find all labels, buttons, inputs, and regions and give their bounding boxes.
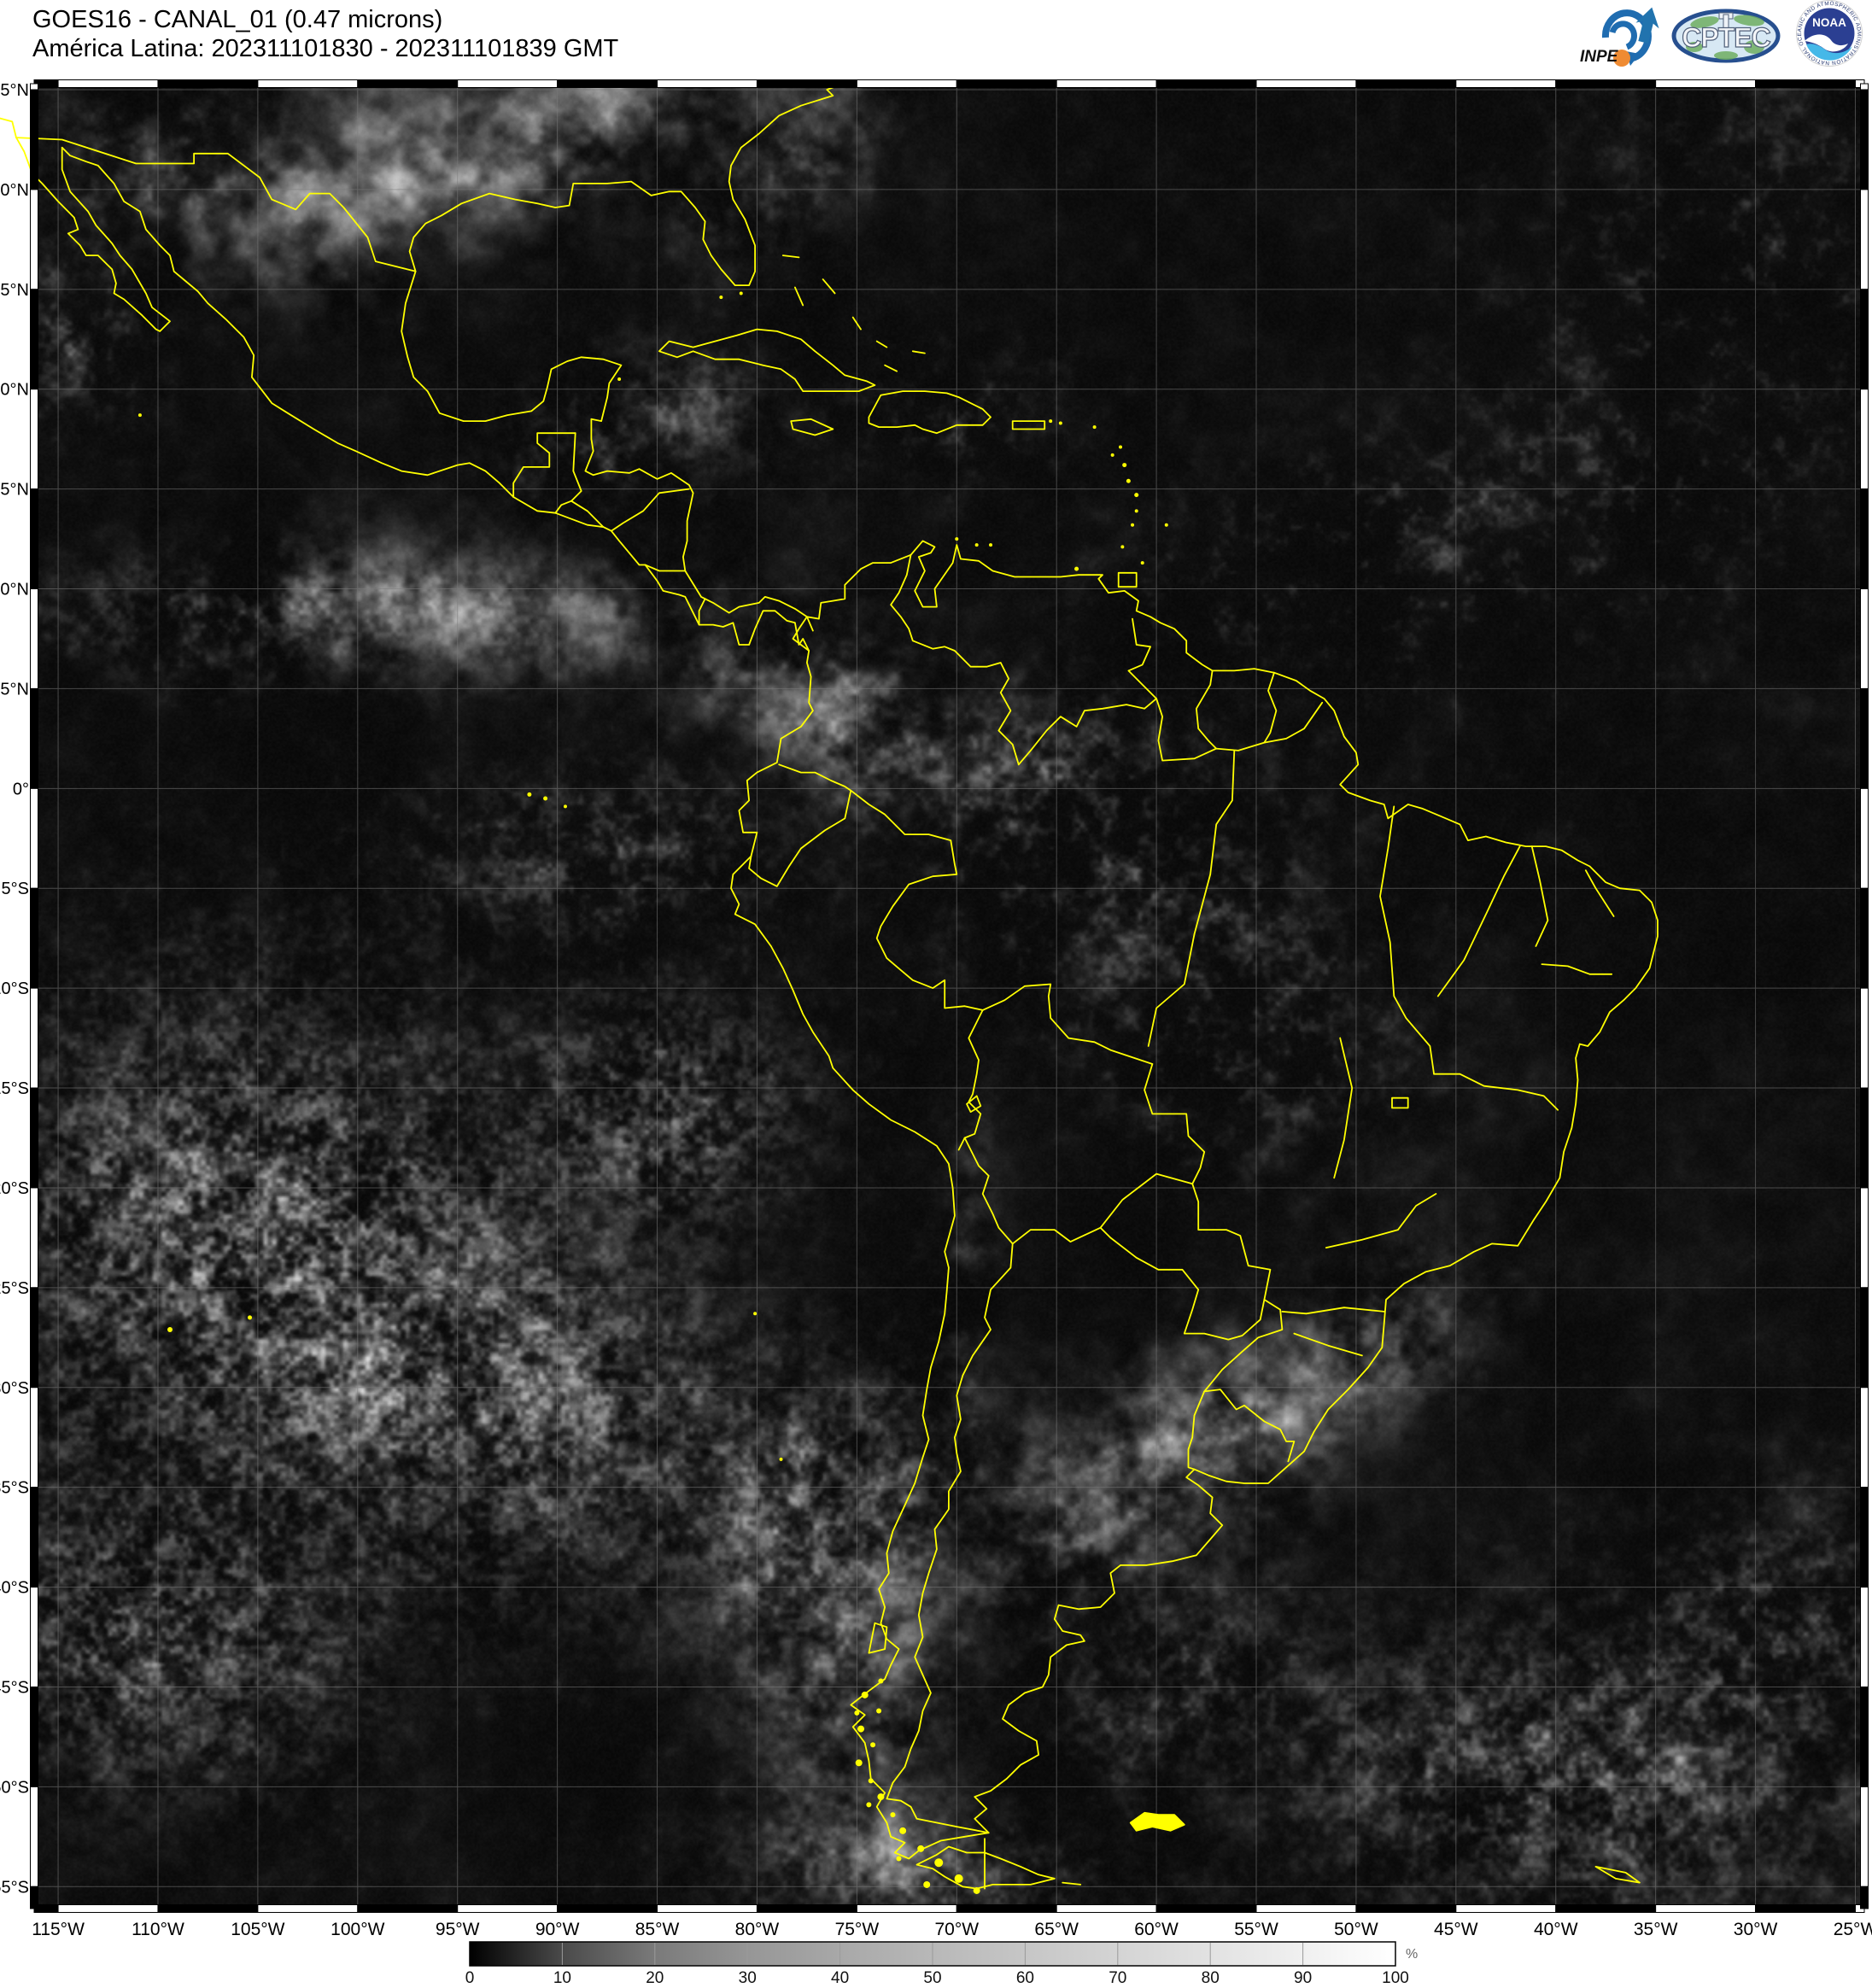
coastline-california-coast [0,117,17,138]
noaa-logo-label: NOAA [1812,16,1846,29]
longitude-label: 115°W [32,1920,85,1939]
latitude-label: 10°N [0,581,29,599]
latitude-labels: 35°N 30°N 25°N 20°N 15°N 10°N 5°N 0° 5°S 10°S 15°S… [0,81,29,1897]
longitude-label: 35°W [1634,1920,1678,1939]
latitude-label: 40°S [0,1579,29,1598]
cptec-logo: CPTEC [1671,9,1781,63]
map-area [34,84,1864,1909]
colorbar-tick-label: 10 [553,1969,571,1987]
latitude-label: 5°S [2,880,29,898]
latitude-label: 20°N [0,381,29,400]
latitude-label: 15°N [0,481,29,500]
latitude-label: 30°S [0,1379,29,1398]
latitude-label: 35°N [0,81,29,100]
inpe-up-arrow-icon [1635,7,1659,44]
colorbar-tick-label: 20 [646,1969,664,1987]
longitude-label: 70°W [934,1920,979,1939]
latitude-label: 0° [13,780,29,798]
noaa-wave-icon [1806,44,1852,61]
noaa-seagull-icon [1805,34,1848,52]
longitude-label: 45°W [1434,1920,1478,1939]
inpe-swirl-icon [1601,9,1652,61]
longitude-label: 60°W [1134,1920,1179,1939]
latitude-label: 45°S [0,1678,29,1697]
latitude-label: 20°S [0,1179,29,1198]
colorbar-tick-label: 40 [831,1969,849,1987]
inpe-logo: INPE [1580,7,1659,67]
longitude-label: 80°W [735,1920,780,1939]
longitude-label: 95°W [436,1920,480,1939]
inpe-orange-ball-icon [1613,50,1630,67]
latitude-label: 30°N [0,181,29,200]
latitude-label: 25°S [0,1279,29,1298]
longitude-labels: 115°W 110°W 105°W 100°W 95°W 90°W 85°W 80°W 75°W… [32,1920,1872,1939]
colorbar-tick-label: 70 [1109,1969,1126,1987]
product-title: GOES16 - CANAL_01 (0.47 microns) [32,6,443,33]
colorbar-tick-label: 100 [1382,1969,1409,1987]
latitude-label: 25°N [0,281,29,300]
noaa-logo: NATIONAL OCEANIC AND ATMOSPHERIC ADMINIS… [1787,0,1863,67]
longitude-label: 25°W [1834,1920,1872,1939]
colorbar-tick-label: 60 [1016,1969,1034,1987]
colorbar-tick-label: 80 [1202,1969,1220,1987]
colorbar-unit-label: % [1406,1947,1418,1962]
longitude-label: 100°W [331,1920,384,1939]
latitude-label: 10°S [0,979,29,998]
longitude-label: 55°W [1234,1920,1278,1939]
longitude-label: 105°W [231,1920,284,1939]
cloud-imagery-canvas [34,84,1864,1909]
inpe-inner-swirl-icon [1609,20,1637,50]
cptec-continents-icon [1686,15,1764,60]
product-subtitle: América Latina: 202311101830 - 202311101… [32,35,619,62]
colorbar-tick-label: 30 [739,1969,757,1987]
longitude-label: 90°W [535,1920,580,1939]
longitude-label: 75°W [835,1920,880,1939]
cptec-t-stem-icon [1723,14,1729,31]
longitude-label: 85°W [635,1920,680,1939]
longitude-label: 30°W [1734,1920,1778,1939]
cptec-logo-label: CPTEC [1682,22,1770,53]
longitude-label: 110°W [132,1920,184,1939]
colorbar: 0 10 20 30 40 50 60 70 80 90 100% [465,1941,1418,1987]
latitude-label: 15°S [0,1079,29,1098]
latitude-label: 35°S [0,1479,29,1498]
image-header: GOES16 - CANAL_01 (0.47 microns) América… [32,5,618,63]
latitude-label: 55°S [0,1878,29,1897]
colorbar-tick-label: 90 [1294,1969,1312,1987]
longitude-label: 50°W [1334,1920,1378,1939]
latitude-label: 5°N [0,680,29,699]
longitude-label: 65°W [1034,1920,1079,1939]
inpe-logo-label: INPE [1580,48,1619,66]
colorbar-tick-label: 50 [923,1969,941,1987]
colorbar-gradient [469,1941,1396,1967]
colorbar-tick-label: 0 [465,1969,475,1987]
longitude-label: 40°W [1534,1920,1578,1939]
latitude-label: 50°S [0,1778,29,1797]
